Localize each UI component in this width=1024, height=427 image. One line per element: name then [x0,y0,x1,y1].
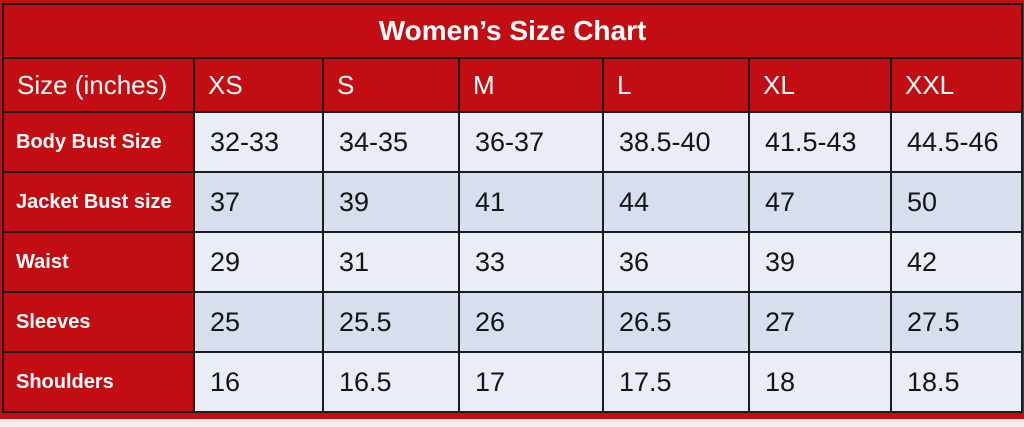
table-cell: 39 [322,171,460,233]
row-label-waist: Waist [2,231,195,293]
table-cell: 42 [889,231,1024,293]
table-cell: 25 [193,291,324,353]
table-row-jacket-bust-size: Jacket Bust size 37 39 41 44 47 50 [2,171,1024,233]
table-cell: 27 [748,291,892,353]
table-cell: 26.5 [602,291,750,353]
table-cell: 33 [458,231,604,293]
table-cell: 37 [193,171,324,233]
column-header-l: L [602,57,750,113]
table-cell: 16.5 [322,351,460,413]
table-cell: 36-37 [458,111,604,173]
table-cell: 17.5 [602,351,750,413]
table-row-waist: Waist 29 31 33 36 39 42 [2,231,1024,293]
page-title: Women’s Size Chart [1,3,1024,59]
table-cell: 47 [748,171,892,233]
row-label-jacket-bust-size: Jacket Bust size [2,171,195,233]
table-cell: 41.5-43 [748,111,892,173]
table-cell: 32-33 [193,111,324,173]
table-cell: 38.5-40 [602,111,750,173]
table-cell: 17 [458,351,604,413]
column-header-xs: XS [193,57,324,113]
table-cell: 25.5 [322,291,460,353]
row-label-shoulders: Shoulders [2,351,195,413]
column-header-xl: XL [748,57,892,113]
table-cell: 27.5 [889,291,1024,353]
table-cell: 26 [458,291,604,353]
column-header-size-inches: Size (inches) [2,57,195,113]
table-cell: 44 [602,171,750,233]
table-title-row: Women’s Size Chart [1,3,1024,59]
row-label-sleeves: Sleeves [2,291,195,353]
table-row-body-bust-size: Body Bust Size 32-33 34-35 36-37 38.5-40… [2,111,1024,173]
size-chart-table: Women’s Size Chart Size (inches) XS S M … [1,3,1024,413]
column-header-m: M [458,57,604,113]
table-cell: 29 [193,231,324,293]
table-row-sleeves: Sleeves 25 25.5 26 26.5 27 27.5 [2,291,1024,353]
table-cell: 41 [458,171,604,233]
table-header-row: Size (inches) XS S M L XL XXL [2,57,1024,113]
table-cell: 18 [748,351,892,413]
table-cell: 39 [748,231,892,293]
column-header-xxl: XXL [889,57,1024,113]
table-cell: 44.5-46 [889,111,1024,173]
table-cell: 31 [322,231,460,293]
table-row-shoulders: Shoulders 16 16.5 17 17.5 18 18.5 [2,351,1024,413]
column-header-s: S [322,57,460,113]
table-cell: 16 [193,351,324,413]
table-cell: 34-35 [322,111,460,173]
bottom-margin [0,419,1024,427]
table-cell: 18.5 [889,351,1024,413]
table-cell: 36 [602,231,750,293]
table-cell: 50 [889,171,1024,233]
row-label-body-bust-size: Body Bust Size [2,111,195,173]
